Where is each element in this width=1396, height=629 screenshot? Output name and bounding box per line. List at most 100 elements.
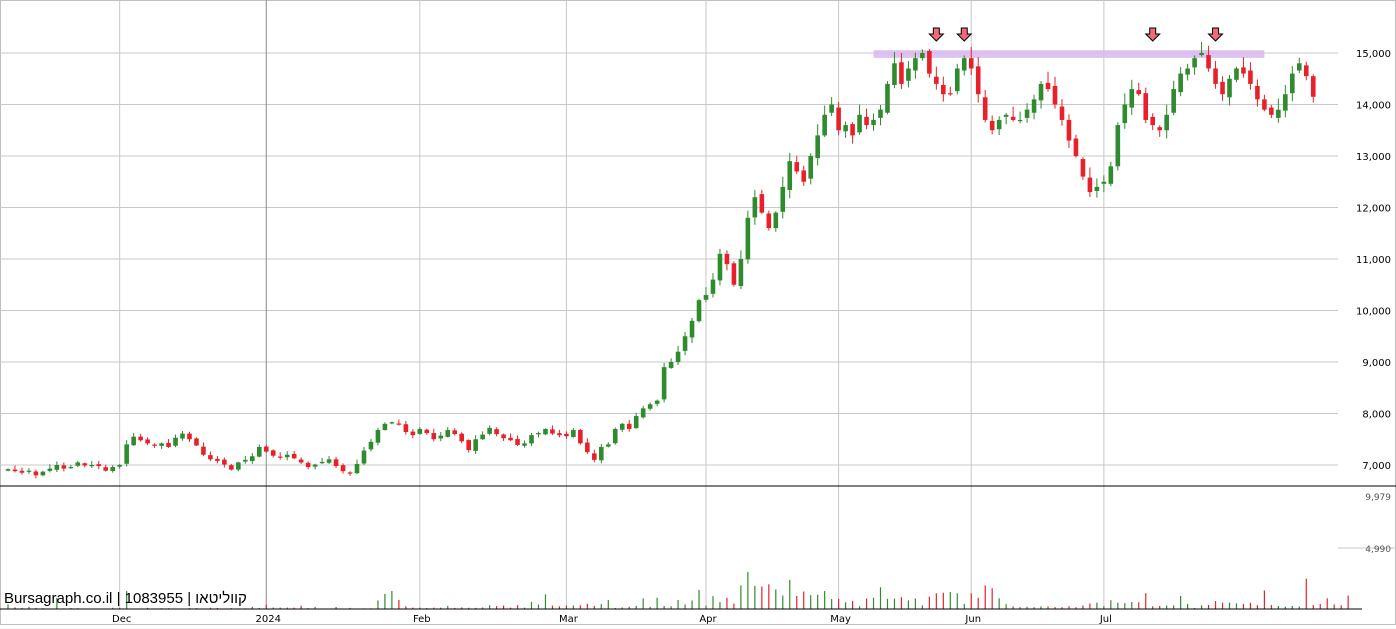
volume-series xyxy=(7,571,1349,609)
candle-body xyxy=(326,459,332,463)
candle-body xyxy=(794,162,800,172)
candle-body xyxy=(208,455,213,460)
candle-body xyxy=(1094,186,1100,192)
candle-body xyxy=(1038,83,1044,101)
candle-body xyxy=(215,458,220,461)
volume-tick-label: 9,979 xyxy=(1365,493,1391,503)
candle-body xyxy=(1059,106,1065,120)
candle-body xyxy=(68,467,74,469)
candle-body xyxy=(1262,99,1267,110)
candle-body xyxy=(1143,93,1149,120)
candle-body xyxy=(1297,63,1302,71)
candle-body xyxy=(515,439,520,445)
candle-body xyxy=(934,76,939,84)
candle-body xyxy=(1129,89,1135,108)
candle-body xyxy=(1045,82,1051,90)
candle-body xyxy=(808,156,813,179)
candle-body xyxy=(1171,89,1176,113)
candle-body xyxy=(1192,58,1197,68)
candle-body xyxy=(47,468,53,471)
candle-body xyxy=(187,433,192,440)
candle-body xyxy=(1066,119,1072,141)
candle-body xyxy=(1269,107,1274,115)
candle-body xyxy=(1031,99,1037,113)
candle-body xyxy=(431,433,437,440)
candle-body xyxy=(5,469,11,471)
candle-body xyxy=(724,253,730,265)
candle-body xyxy=(1122,104,1128,124)
resistance-band xyxy=(873,50,1265,58)
candle-body xyxy=(585,442,590,453)
candle-body xyxy=(222,459,227,465)
candle-body xyxy=(1220,81,1225,95)
candle-body xyxy=(1241,67,1246,74)
candle-body xyxy=(1178,73,1183,93)
candle-body xyxy=(424,429,430,434)
candle-body xyxy=(759,194,765,213)
candle-body xyxy=(494,429,499,435)
y-tick-label: 10,000 xyxy=(1356,307,1391,318)
candle-body xyxy=(612,428,618,444)
candle-body xyxy=(403,424,409,433)
x-tick-label: Jul xyxy=(1099,614,1112,625)
candle-body xyxy=(954,68,960,92)
down-arrow-icon xyxy=(928,27,945,42)
candle-body xyxy=(389,422,395,424)
candle-body xyxy=(836,107,841,131)
candle-body xyxy=(1101,181,1107,184)
candle-body xyxy=(1150,116,1156,126)
candle-body xyxy=(773,212,779,229)
candle-body xyxy=(815,135,820,159)
candle-body xyxy=(1248,70,1253,84)
candle-body xyxy=(410,431,416,436)
candle-body xyxy=(829,104,834,113)
candle-body xyxy=(745,217,751,260)
candle-body xyxy=(892,63,897,85)
candle-body xyxy=(1073,138,1079,156)
grid xyxy=(0,0,1396,609)
candle-body xyxy=(270,450,276,456)
x-tick-label: Dec xyxy=(112,614,131,625)
candle-body xyxy=(298,459,304,463)
candle-body xyxy=(1234,68,1239,80)
candle-body xyxy=(543,428,548,435)
candle-body xyxy=(1136,90,1142,95)
candle-body xyxy=(305,462,311,468)
candle-body xyxy=(312,464,318,467)
candle-body xyxy=(250,456,255,462)
candle-body xyxy=(480,434,485,440)
candle-body xyxy=(668,362,674,368)
candle-body xyxy=(145,439,150,444)
candle-body xyxy=(564,433,569,437)
brand-site: Bursagraph.co.il xyxy=(4,590,113,607)
candle-body xyxy=(487,427,492,434)
candle-body xyxy=(110,467,115,472)
candle-body xyxy=(1276,109,1281,118)
candle-body xyxy=(1017,119,1023,122)
candle-body xyxy=(1227,78,1232,98)
resistance-band-rect xyxy=(873,50,1265,58)
candle-body xyxy=(1052,85,1058,105)
candle-body xyxy=(571,429,576,437)
candle-body xyxy=(689,320,695,338)
candle-body xyxy=(277,456,283,458)
candle-body xyxy=(347,472,353,474)
candle-body xyxy=(710,279,716,294)
candle-body xyxy=(752,197,758,218)
candle-body xyxy=(319,461,325,464)
candle-body xyxy=(1213,68,1218,84)
candle-body xyxy=(284,454,290,458)
candle-body xyxy=(445,429,451,437)
x-tick-label: Feb xyxy=(413,614,431,625)
candle-body xyxy=(12,469,18,472)
candle-body xyxy=(340,465,346,472)
candle-body xyxy=(850,124,855,136)
x-tick-label: 2024 xyxy=(256,614,281,625)
candle-body xyxy=(417,428,423,434)
candle-body xyxy=(989,120,995,131)
candle-body xyxy=(948,93,953,95)
candle-body xyxy=(550,429,555,434)
y-tick-label: 15,000 xyxy=(1356,49,1391,60)
candle-body xyxy=(152,444,157,446)
